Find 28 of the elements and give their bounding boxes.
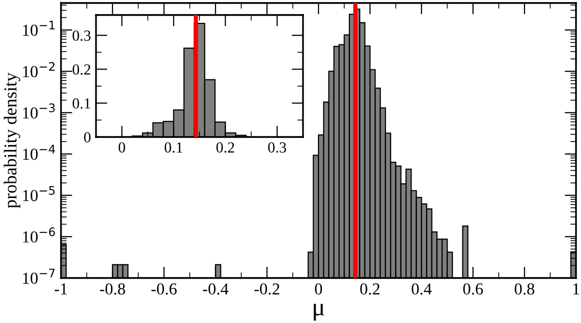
x-tick-label: -0.2 bbox=[254, 283, 280, 295]
x-tick-label: 0.1 bbox=[164, 142, 182, 153]
y-tick-label: 0.3 bbox=[72, 30, 91, 41]
y-tick-label: 10$^{−2}$ bbox=[23, 62, 54, 78]
y-tick-label: 10$^{−3}$ bbox=[23, 103, 55, 119]
x-tick-label: 0 bbox=[118, 142, 126, 153]
x-tick-label: 0.2 bbox=[216, 142, 234, 153]
y-tick-label: 0 bbox=[84, 132, 91, 142]
y-tick-label: 10$^{−4}$ bbox=[23, 144, 56, 160]
x-tick-label: 0.3 bbox=[268, 142, 286, 153]
x-axis-title: μ bbox=[314, 304, 324, 321]
x-tick-label: 0.4 bbox=[412, 283, 432, 295]
x-tick-label: -0.8 bbox=[100, 283, 126, 295]
x-tick-label: -1 bbox=[54, 283, 67, 294]
y-tick-label: 10$^{−5}$ bbox=[23, 186, 55, 202]
x-tick-label: -0.4 bbox=[202, 283, 228, 295]
y-axis-title: probability density bbox=[4, 72, 20, 208]
x-tick-label: 1 bbox=[573, 283, 580, 294]
x-tick-label: -0.6 bbox=[151, 283, 177, 295]
x-tick-label: 0 bbox=[314, 283, 322, 295]
x-tick-label: 0.6 bbox=[463, 283, 483, 295]
y-tick-label: 0.2 bbox=[72, 64, 90, 75]
y-tick-label: 10$^{−7}$ bbox=[23, 268, 55, 284]
x-tick-label: 0.2 bbox=[360, 283, 380, 295]
y-tick-label: 0.1 bbox=[72, 98, 90, 109]
y-tick-label: 10$^{−1}$ bbox=[23, 20, 55, 36]
y-tick-label: 10$^{−6}$ bbox=[23, 227, 55, 243]
x-tick-label: 0.8 bbox=[514, 283, 534, 295]
